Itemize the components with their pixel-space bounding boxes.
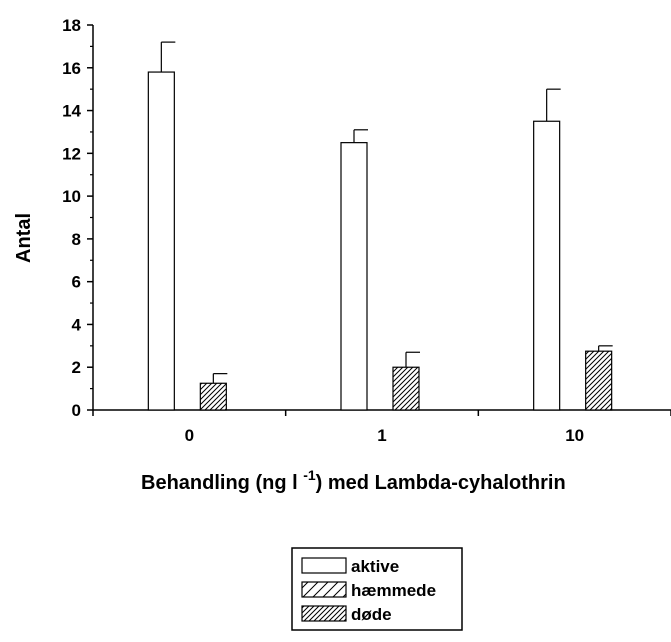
y-tick-label: 4 (72, 315, 82, 334)
legend-label-døde: døde (351, 605, 392, 624)
legend-label-hæmmede: hæmmede (351, 581, 436, 600)
legend-swatch-døde (302, 606, 346, 621)
y-tick-label: 18 (62, 16, 81, 35)
x-tick-label: 10 (565, 426, 584, 445)
x-tick-label: 0 (185, 426, 194, 445)
bar-døde-10 (586, 351, 612, 410)
y-tick-label: 0 (72, 401, 81, 420)
legend: aktive hæmmede døde (292, 548, 462, 630)
bar-aktive-1 (341, 143, 367, 410)
bar-døde-0 (200, 383, 226, 410)
x-tick-label: 1 (377, 426, 386, 445)
bar-døde-1 (393, 367, 419, 410)
y-tick-label: 2 (72, 358, 81, 377)
x-axis-title-part2: ) med Lambda-cyhalothrin (316, 472, 566, 494)
y-axis-title: Antal (13, 213, 35, 263)
y-tick-label: 14 (62, 102, 81, 121)
y-tick-label: 12 (62, 144, 81, 163)
legend-swatch-aktive (302, 558, 346, 573)
bar-aktive-10 (534, 121, 560, 410)
bar-aktive-0 (148, 72, 174, 410)
legend-swatch-hæmmede (302, 582, 346, 597)
y-axis: 0 2 4 6 8 10 12 14 16 18 (62, 16, 93, 420)
x-axis-title: Behandling (ng l -1) med Lambda-cyhaloth… (141, 467, 566, 494)
x-axis: 0 1 10 (93, 410, 671, 445)
plot-frame (93, 25, 671, 410)
x-axis-title-superscript: -1 (303, 467, 316, 483)
legend-label-aktive: aktive (351, 557, 399, 576)
y-tick-label: 6 (72, 273, 81, 292)
x-axis-title-part1: Behandling (ng l (141, 472, 303, 494)
y-tick-label: 16 (62, 59, 81, 78)
bars-group (148, 42, 612, 410)
y-tick-label: 8 (72, 230, 81, 249)
y-tick-label: 10 (62, 187, 81, 206)
